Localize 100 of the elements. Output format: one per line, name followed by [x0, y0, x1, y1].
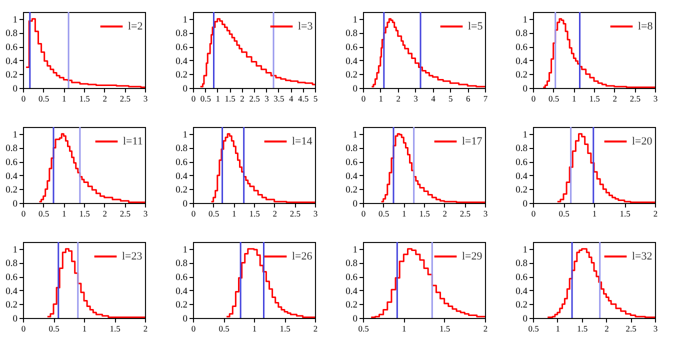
y-tick-label: 1 — [12, 130, 18, 140]
y-tick-label: 0 — [12, 314, 18, 324]
y-tick-label: 0.6 — [346, 158, 358, 168]
x-tick-label: 4 — [288, 94, 294, 104]
x-tick-label: 2 — [483, 324, 488, 334]
x-tick-label: 2.5 — [120, 208, 130, 218]
y-tick-label: 1 — [522, 130, 528, 140]
y-tick-label: 1 — [182, 15, 188, 26]
x-tick-label: 0.5 — [548, 94, 560, 104]
x-tick-label: 1.5 — [620, 208, 630, 218]
legend-label: l=32 — [632, 250, 652, 262]
x-tick-label: 1 — [556, 324, 560, 334]
y-tick-label: 0.4 — [516, 172, 528, 182]
y-tick-label: 0.4 — [516, 56, 528, 67]
y-tick-label: 0.8 — [176, 144, 188, 154]
y-tick-label: 0.8 — [346, 29, 358, 40]
y-tick-label: 0.8 — [346, 259, 358, 270]
y-tick-label: 0.2 — [6, 300, 18, 311]
legend-label: l=23 — [122, 250, 143, 262]
x-tick-label: 5 — [448, 94, 453, 104]
y-tick-label: 0.6 — [6, 273, 18, 284]
y-tick-label: 0.2 — [346, 186, 358, 196]
y-tick-label: 0 — [182, 84, 188, 94]
y-tick-label: 0.8 — [176, 259, 188, 270]
x-tick-label: 1.5 — [224, 94, 236, 104]
y-tick-label: 0.2 — [516, 70, 528, 81]
x-tick-label: 3 — [483, 208, 488, 218]
x-tick-label: 2.5 — [630, 94, 640, 104]
y-tick-label: 0.2 — [6, 186, 18, 196]
y-tick-label: 0.2 — [346, 70, 358, 81]
x-tick-label: 2 — [396, 94, 400, 104]
y-tick-label: 0.4 — [176, 286, 188, 297]
x-tick-label: 0.5 — [48, 324, 60, 334]
x-tick-label: 1 — [402, 324, 406, 334]
y-tick-label: 0.8 — [346, 144, 358, 154]
x-tick-label: 0 — [531, 208, 536, 218]
x-tick-label: 1 — [62, 208, 66, 218]
y-tick-label: 1 — [352, 245, 358, 256]
y-tick-label: 0.8 — [6, 144, 18, 154]
y-tick-label: 1 — [182, 130, 188, 140]
x-tick-label: 0 — [21, 94, 26, 104]
y-tick-label: 1 — [182, 245, 188, 256]
x-tick-label: 3 — [313, 208, 318, 218]
x-tick-label: 6 — [466, 94, 470, 104]
y-tick-label: 0.4 — [6, 172, 18, 182]
x-tick-label: 1.5 — [419, 208, 430, 218]
legend-label: l=3 — [298, 20, 314, 32]
y-tick-label: 0 — [522, 84, 528, 94]
x-tick-label: 4.5 — [298, 94, 309, 104]
y-tick-label: 0.6 — [176, 43, 188, 54]
y-tick-label: 0 — [352, 200, 358, 210]
y-tick-label: 0 — [12, 200, 18, 210]
y-tick-label: 0.2 — [346, 300, 358, 311]
x-tick-label: 0.5 — [558, 208, 570, 218]
y-tick-label: 0.6 — [346, 43, 358, 54]
y-tick-label: 0.2 — [176, 70, 188, 81]
x-tick-label: 1 — [216, 94, 220, 104]
x-tick-label: 3 — [653, 94, 658, 104]
x-tick-label: 0 — [361, 94, 366, 104]
x-tick-label: 2 — [240, 94, 244, 104]
x-tick-label: 2 — [612, 94, 617, 104]
y-tick-label: 1 — [352, 130, 358, 140]
x-tick-label: 4 — [431, 94, 436, 104]
y-tick-label: 0.2 — [516, 300, 528, 311]
y-tick-label: 0.8 — [176, 29, 188, 40]
y-tick-label: 0.4 — [6, 56, 18, 67]
x-tick-label: 1.5 — [79, 208, 90, 218]
y-tick-label: 0.4 — [176, 172, 188, 182]
x-tick-label: 2 — [102, 94, 107, 104]
x-tick-label: 2 — [143, 324, 148, 334]
x-tick-label: 3 — [414, 94, 418, 104]
y-tick-label: 1 — [12, 15, 18, 26]
y-tick-label: 0.4 — [346, 286, 358, 297]
x-tick-label: 0.5 — [528, 324, 539, 334]
y-tick-label: 0.6 — [6, 43, 18, 54]
y-tick-label: 0 — [12, 84, 18, 94]
y-tick-label: 0 — [522, 314, 528, 324]
legend-label: l=8 — [638, 20, 654, 32]
y-tick-label: 0.8 — [6, 29, 18, 40]
y-tick-label: 0.4 — [346, 56, 358, 67]
x-tick-label: 2 — [604, 324, 609, 334]
legend-label: l=11 — [123, 136, 143, 148]
x-tick-label: 0 — [531, 94, 536, 104]
y-tick-label: 0.8 — [516, 259, 528, 270]
y-tick-label: 0 — [352, 84, 358, 94]
y-tick-label: 0.6 — [346, 273, 358, 284]
y-tick-label: 1 — [352, 15, 358, 26]
y-tick-label: 0.2 — [176, 186, 188, 196]
x-tick-label: 0.5 — [38, 208, 50, 218]
x-tick-label: 0.5 — [378, 208, 390, 218]
y-tick-label: 0.6 — [516, 273, 528, 284]
x-tick-label: 3 — [653, 324, 658, 334]
x-tick-label: 2 — [442, 208, 447, 218]
y-tick-label: 0.2 — [516, 186, 528, 196]
y-tick-label: 0.8 — [516, 29, 528, 40]
y-tick-label: 0.8 — [516, 144, 528, 154]
x-tick-label: 7 — [483, 94, 488, 104]
y-tick-label: 0.2 — [6, 70, 18, 81]
y-tick-label: 0.6 — [176, 158, 188, 168]
x-tick-label: 1.5 — [249, 208, 260, 218]
